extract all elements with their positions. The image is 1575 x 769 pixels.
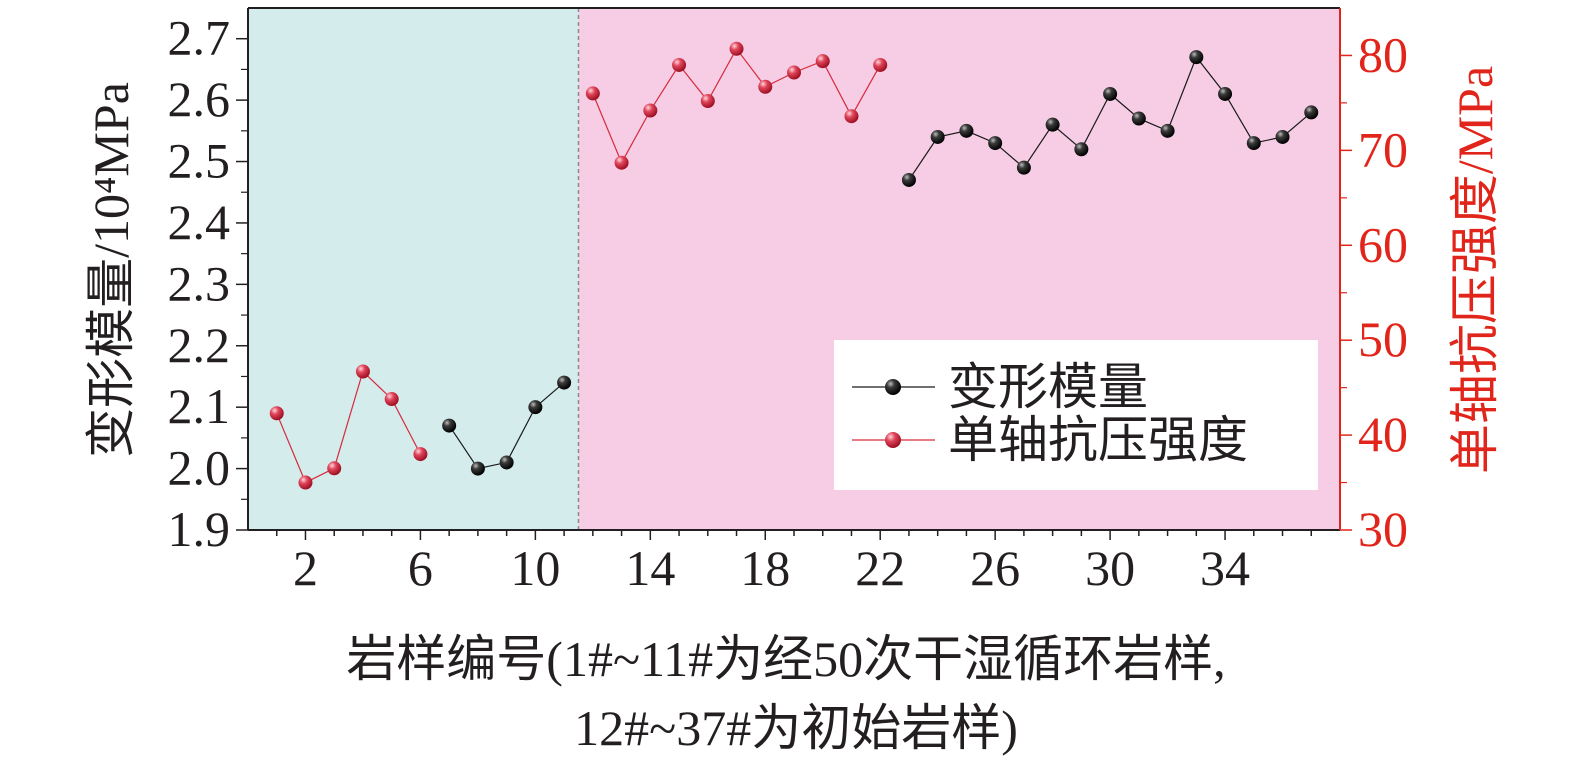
modulus-point — [1160, 123, 1175, 138]
legend-marker — [885, 379, 901, 395]
legend-box — [834, 340, 1318, 490]
modulus-point — [1304, 105, 1319, 120]
modulus-point — [1074, 142, 1089, 157]
strength-point — [355, 364, 370, 379]
strength-point — [298, 475, 313, 490]
modulus-point — [988, 136, 1003, 151]
left-y-tick-label: 2.4 — [168, 194, 231, 250]
modulus-point — [442, 418, 457, 433]
axes: 2 6 10 14 18 22 26 30 341.92.02.12.22.32.42.52.6… — [168, 7, 1408, 596]
modulus-point — [470, 461, 485, 476]
legend-label: 单轴抗压强度 — [948, 412, 1248, 468]
modulus-point — [528, 400, 543, 415]
modulus-point — [959, 123, 974, 138]
modulus-point — [1103, 86, 1118, 101]
left-y-tick-label: 2.0 — [168, 440, 231, 496]
x-tick-label: 2 — [293, 540, 318, 596]
legend-marker — [885, 432, 901, 448]
strength-line-1 — [276, 370, 421, 484]
modulus-point — [1218, 86, 1233, 101]
x-tick-label: 34 — [1200, 540, 1250, 596]
x-tick-label: 30 — [1085, 540, 1135, 596]
strength-point — [873, 57, 888, 72]
plot-series — [269, 41, 1319, 490]
strength-point — [700, 94, 715, 109]
right-y-tick-label: 40 — [1358, 406, 1408, 462]
strength-point — [614, 155, 629, 170]
x-tick-label: 6 — [408, 540, 433, 596]
modulus-point — [1045, 117, 1060, 132]
region-1 — [248, 8, 579, 530]
x-tick-label: 18 — [740, 540, 790, 596]
modulus-point — [1189, 50, 1204, 65]
strength-point — [269, 406, 284, 421]
axis-titles: 岩样编号(1#~11#为经50次干湿循环岩样, 12#~37#为初始岩样) 变形… — [83, 66, 1503, 756]
right-y-tick-label: 50 — [1358, 311, 1408, 367]
strength-point — [815, 54, 830, 69]
strength-point — [729, 41, 744, 56]
left-y-tick-label: 2.5 — [168, 133, 231, 189]
strength-point — [413, 447, 428, 462]
strength-point — [672, 57, 687, 72]
strength-point — [643, 103, 658, 118]
left-y-tick-label: 2.7 — [168, 10, 231, 66]
modulus-point — [930, 129, 945, 144]
modulus-point — [499, 455, 514, 470]
modulus-point — [1131, 111, 1146, 126]
strength-point — [384, 392, 399, 407]
x-tick-label: 22 — [855, 540, 905, 596]
strength-point — [787, 65, 801, 80]
left-y-tick-label: 2.6 — [168, 71, 231, 127]
modulus-point — [1246, 136, 1261, 151]
x-tick-label: 10 — [510, 540, 560, 596]
x-axis-title-line2: 12#~37#为初始岩样) — [574, 700, 1018, 756]
left-y-tick-label: 1.9 — [168, 501, 231, 557]
right-y-tick-label: 30 — [1358, 501, 1408, 557]
x-tick-label: 14 — [625, 540, 675, 596]
modulus-point — [1016, 160, 1031, 175]
left-y-tick-label: 2.2 — [168, 317, 231, 373]
left-y-tick-label: 2.1 — [168, 378, 231, 434]
left-y-tick-label: 2.3 — [168, 255, 231, 311]
left-y-axis-title: 变形模量/10⁴MPa — [83, 82, 139, 458]
right-y-tick-label: 70 — [1358, 121, 1408, 177]
x-axis-title-line1: 岩样编号(1#~11#为经50次干湿循环岩样, — [346, 631, 1225, 687]
strength-point — [758, 79, 773, 94]
right-y-tick-label: 80 — [1358, 26, 1408, 82]
strength-point — [327, 461, 342, 476]
right-y-tick-label: 60 — [1358, 216, 1408, 272]
modulus-point — [557, 375, 572, 390]
strength-point — [585, 86, 600, 101]
strength-point — [844, 109, 859, 124]
x-tick-label: 26 — [970, 540, 1020, 596]
legend-label: 变形模量 — [948, 359, 1148, 415]
modulus-point — [901, 172, 916, 187]
modulus-point — [1275, 129, 1290, 144]
right-y-axis-title: 单轴抗压强度/MPa — [1447, 66, 1503, 474]
